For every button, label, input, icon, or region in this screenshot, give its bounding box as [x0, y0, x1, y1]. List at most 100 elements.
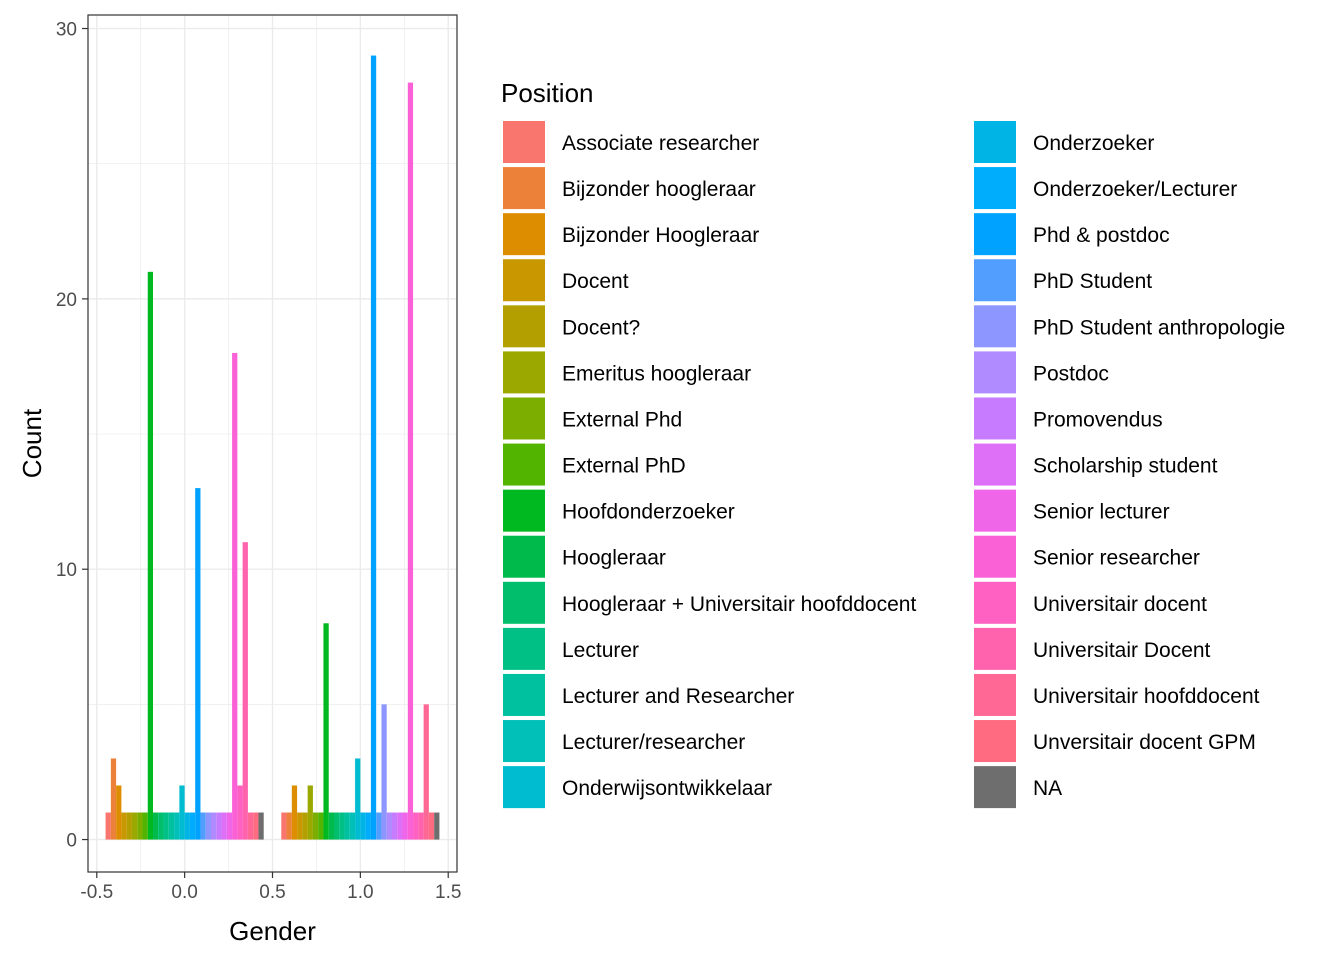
legend-label: Scholarship student [1033, 455, 1218, 478]
legend-title: Position [501, 78, 594, 108]
legend-label: Lecturer/researcher [562, 731, 745, 754]
legend-label: Emeritus hoogleraar [562, 362, 751, 385]
x-tick-label: 0.0 [171, 882, 197, 903]
bar [221, 812, 227, 840]
legend-label: Bijzonder Hoogleraar [562, 224, 759, 247]
bar [402, 812, 408, 840]
legend-label: Associate researcher [562, 132, 759, 155]
legend-key [503, 443, 545, 486]
bar [328, 812, 334, 840]
legend-label: Onderzoeker [1033, 132, 1154, 155]
legend-label: Universitair docent [1033, 593, 1207, 616]
y-tick-label: 10 [56, 560, 77, 581]
bar [226, 812, 233, 840]
legend-label: Onderzoeker/Lecturer [1033, 178, 1237, 201]
y-tick-label: 20 [56, 290, 77, 311]
legend-label: Lecturer [562, 639, 639, 662]
bar [247, 812, 254, 840]
legend-key [503, 121, 545, 163]
legend: Position Associate researcher Bijzonder h… [501, 78, 1285, 809]
plot-panel [88, 15, 457, 872]
bar [105, 812, 111, 840]
legend-label: Postdoc [1033, 362, 1109, 385]
bar [281, 812, 287, 840]
bar [291, 785, 298, 840]
bar [184, 812, 190, 840]
bar [386, 812, 392, 840]
bar [391, 812, 398, 840]
legend-label: Docent [562, 270, 629, 293]
bar [147, 271, 154, 840]
bar [116, 785, 122, 840]
legend-label: NA [1033, 777, 1062, 800]
legend-key [503, 581, 545, 624]
bar [323, 623, 329, 840]
legend-key [974, 581, 1016, 624]
bar [339, 812, 345, 840]
x-tick-label: 1.5 [435, 882, 461, 903]
bar [242, 542, 248, 840]
legend-key [974, 305, 1016, 348]
bar [360, 812, 366, 840]
legend-label: External PhD [562, 455, 686, 478]
bar [312, 812, 319, 840]
bar [163, 812, 169, 840]
legend-label: Docent? [562, 316, 640, 339]
bar [302, 812, 308, 840]
bar [142, 812, 148, 840]
axes-layer: -0.5 0.0 0.5 1.0 1.5 0 10 20 30 [56, 14, 461, 903]
bar [195, 488, 201, 840]
y-tick-label: 30 [56, 20, 77, 41]
legend-label: External Phd [562, 408, 682, 431]
bar [413, 812, 419, 840]
legend-label: Onderwijsontwikkelaar [562, 777, 772, 800]
bar [131, 812, 138, 840]
legend-label: Hoofdonderzoeker [562, 501, 735, 524]
legend-label: Phd & postdoc [1033, 224, 1170, 247]
legend-label: Senior researcher [1033, 547, 1200, 570]
legend-label: Hoogleraar [562, 547, 666, 570]
bar [121, 812, 127, 840]
bar [158, 812, 164, 840]
x-axis-title: Gender [229, 916, 316, 946]
legend-key [974, 121, 1016, 163]
bar [153, 812, 159, 840]
bar [237, 785, 243, 840]
bar [344, 812, 350, 840]
legend-key [503, 627, 545, 670]
legend-key [974, 720, 1016, 763]
legend-key [974, 259, 1016, 302]
x-tick-label: 0.5 [259, 882, 285, 903]
legend-key [503, 489, 545, 532]
bar [174, 812, 180, 840]
legend-label: PhD Student [1033, 270, 1152, 293]
legend-key [974, 766, 1016, 809]
legend-key [503, 213, 545, 256]
x-tick-label: 1.0 [347, 882, 373, 903]
legend-label: Promovendus [1033, 408, 1163, 431]
legend-key [974, 351, 1016, 394]
bar [376, 812, 382, 840]
bar [253, 812, 259, 840]
bar [168, 812, 175, 840]
legend-key [503, 397, 545, 440]
bar [423, 704, 429, 840]
bar [258, 812, 264, 840]
legend-label: Bijzonder hoogleraar [562, 178, 756, 201]
legend-key [503, 167, 545, 210]
legend-key [503, 673, 545, 716]
bar [397, 812, 403, 840]
bars-layer [105, 55, 440, 840]
bar [365, 812, 371, 840]
legend-key [974, 489, 1016, 532]
bar [200, 812, 206, 840]
bar [205, 812, 211, 840]
legend-label: Universitair hoofddocent [1033, 685, 1260, 708]
bar [232, 352, 238, 840]
bar [211, 812, 217, 840]
legend-key [503, 351, 545, 394]
legend-key [974, 213, 1016, 256]
bar [126, 812, 132, 840]
bar [110, 758, 117, 840]
